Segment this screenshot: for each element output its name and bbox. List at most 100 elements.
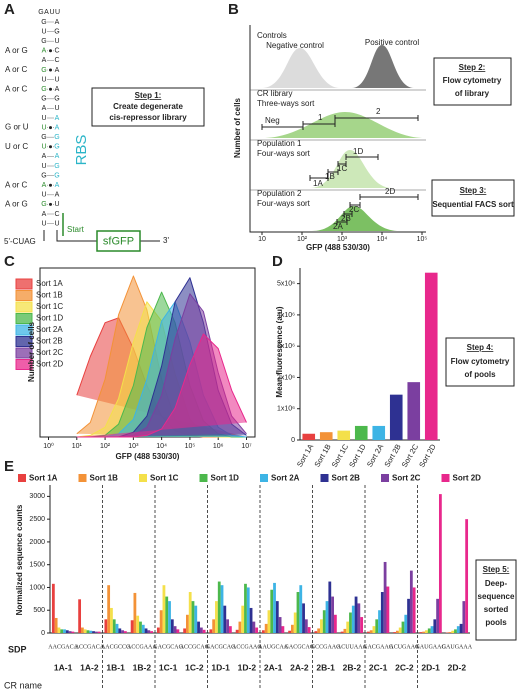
bar (123, 631, 127, 633)
bar (407, 598, 410, 633)
bar (107, 585, 111, 633)
wobble-dot (49, 202, 52, 206)
variant-label: A or C (5, 84, 27, 93)
x-tick-label: 10 (258, 236, 266, 243)
curve-label: Negative control (266, 41, 324, 50)
x-tick-label: 10⁴ (377, 236, 388, 243)
nucleotide: A (42, 57, 47, 64)
rbs-label: RBS (73, 135, 90, 166)
legend-swatch (260, 474, 268, 482)
legend-label: Sort 2C (392, 474, 421, 483)
step-text: of library (455, 89, 490, 98)
curve-label: Positive control (365, 38, 419, 47)
nucleotide: U (41, 28, 46, 35)
wobble-dot (49, 87, 52, 91)
bar (386, 586, 390, 633)
wobble-dot (49, 145, 52, 149)
bar (130, 620, 134, 633)
gate-label: 1A (313, 179, 323, 188)
step-text: sorted (484, 605, 509, 614)
legend-swatch (320, 474, 329, 482)
row-title: CR library (257, 89, 293, 98)
wobble-dot (49, 183, 52, 187)
sdp-axis-label: SDP (8, 644, 27, 654)
bar (176, 629, 180, 633)
nucleotide: A (55, 182, 60, 189)
sdp-label: ACCGAAG (232, 644, 262, 650)
bar (81, 627, 84, 633)
bar (115, 623, 119, 633)
sdp-label: GACGCAG (153, 644, 183, 650)
bar (328, 581, 332, 633)
nucleotide: U (41, 124, 46, 131)
bar (372, 626, 376, 633)
sdp-label: GACGCAG (206, 644, 236, 650)
bar (422, 631, 426, 633)
legend-label: Sort 1A (29, 474, 58, 483)
bar (60, 629, 64, 633)
row-title: Population 2 (257, 189, 302, 198)
bar (217, 581, 221, 633)
gate-label: 1 (318, 113, 323, 122)
category-label: 1A-2 (80, 662, 99, 672)
nucleotide: A (42, 48, 47, 55)
panel-label: D (272, 253, 283, 270)
bar (194, 605, 198, 633)
bar (340, 631, 344, 633)
legend-swatch (15, 290, 33, 301)
nucleotide: A (42, 153, 47, 160)
row-subtitle: Four-ways sort (257, 199, 311, 208)
bar (302, 433, 316, 440)
gate-brackets (261, 115, 419, 225)
category-label: 2D-2 (448, 662, 467, 672)
bar (86, 630, 90, 633)
bar (412, 587, 416, 633)
category-label: 2A-2 (290, 662, 309, 672)
y-tick-label: 3000 (29, 493, 45, 500)
bar (354, 425, 368, 440)
sdp-label: ACCGCAG (180, 644, 210, 650)
nucleotide: G (54, 144, 59, 151)
bar (304, 619, 308, 633)
bar (322, 610, 326, 633)
wobble-dot (49, 49, 52, 53)
legend-swatch (15, 313, 33, 324)
legend-swatch (18, 474, 26, 482)
legend-swatch (441, 474, 450, 482)
sdp-label: ACCGAAA (127, 644, 157, 650)
legend-swatch (15, 301, 33, 313)
step-box (475, 559, 517, 641)
nucleotide: A (42, 211, 47, 218)
bar (320, 619, 323, 633)
sdp-label: GAUGAAA (442, 644, 473, 650)
nucleotide: U (54, 105, 59, 112)
bar (451, 630, 455, 633)
x-axis-label: GFP (488 530/30) (306, 243, 370, 252)
gate-label: 2A (333, 222, 343, 231)
nucleotide: G (54, 134, 59, 141)
bar (89, 630, 93, 633)
bar (291, 624, 294, 633)
population-curve (310, 150, 392, 188)
sdp-label: GACGAAG (363, 644, 394, 650)
nucleotide: A (55, 86, 60, 93)
bar (438, 494, 442, 633)
nucleotide: A (42, 182, 47, 189)
bar (197, 621, 200, 633)
nucleotide: G (38, 9, 43, 16)
bar (270, 589, 274, 633)
y-tick-label: 2x10⁶ (277, 374, 295, 381)
bar (357, 603, 361, 633)
nucleotide: G (54, 163, 59, 170)
bar (267, 610, 271, 633)
bar (165, 596, 169, 633)
bar (226, 619, 229, 633)
bar (170, 619, 174, 633)
gate-label: 1D (353, 147, 363, 156)
positive-control-curve (352, 45, 414, 88)
x-tick-label: 10⁶ (213, 443, 224, 450)
bar (139, 621, 142, 633)
legend-label: Sort 2D (36, 360, 63, 369)
nucleotide: U (41, 144, 46, 151)
